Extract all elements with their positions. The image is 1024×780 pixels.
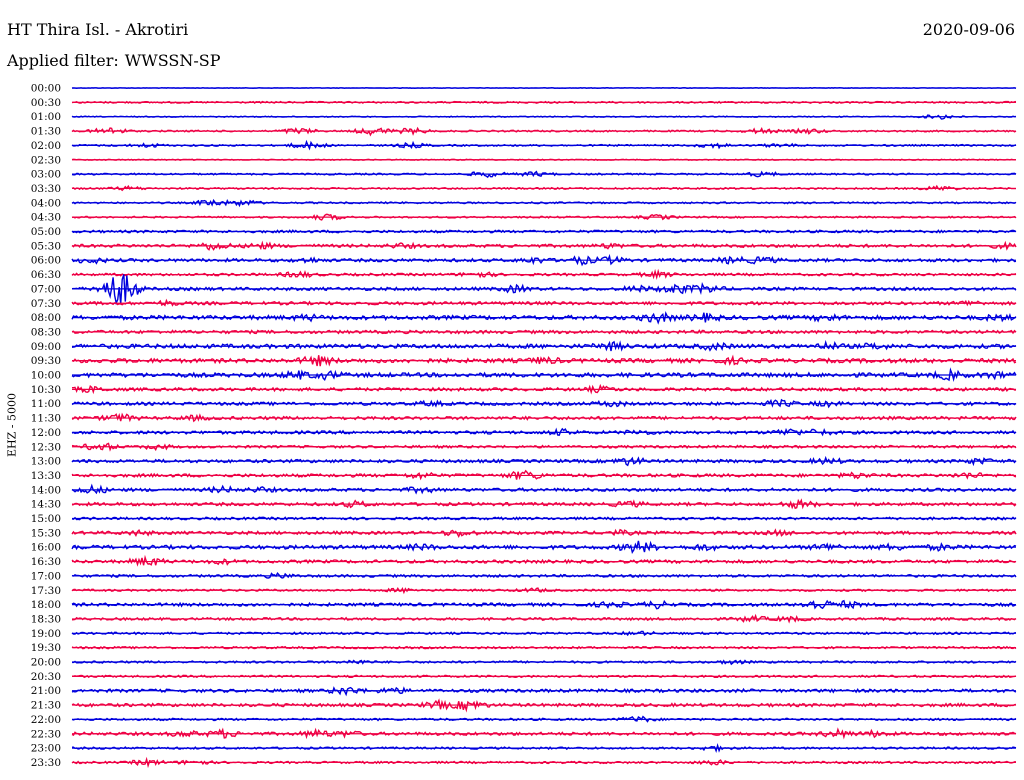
trace-time-label: 02:30 [31, 154, 61, 166]
trace-time-label: 05:30 [31, 240, 61, 252]
filter-value: WWSSN-SP [124, 51, 221, 70]
trace-time-label: 22:00 [31, 714, 61, 726]
filter-label: Applied filter: [7, 51, 119, 70]
seismic-trace [71, 586, 1017, 595]
trace-time-label: 23:30 [31, 757, 61, 769]
trace-time-label: 14:00 [31, 484, 61, 496]
trace-time-label: 00:00 [31, 83, 61, 95]
trace-time-label: 21:30 [31, 700, 61, 712]
trace-time-label: 14:30 [31, 499, 61, 511]
trace-time-label: 12:30 [31, 441, 61, 453]
trace-time-label: 10:00 [31, 370, 61, 382]
trace-time-label: 02:00 [31, 140, 61, 152]
trace-time-label: 18:00 [31, 599, 61, 611]
trace-time-label: 01:30 [31, 126, 61, 138]
trace-time-label: 23:00 [31, 743, 61, 755]
trace-time-label: 15:00 [31, 513, 61, 525]
filter-line: Applied filter: WWSSN-SP [7, 51, 220, 70]
trace-time-label: 17:00 [31, 570, 61, 582]
trace-time-label: 07:00 [31, 283, 61, 295]
station-title: HT Thira Isl. - Akrotiri [7, 20, 189, 39]
trace-time-label: 20:30 [31, 671, 61, 683]
trace-time-label: 03:00 [31, 169, 61, 181]
trace-time-label: 19:30 [31, 642, 61, 654]
trace-time-label: 22:30 [31, 728, 61, 740]
trace-time-label: 15:30 [31, 527, 61, 539]
trace-time-label: 10:30 [31, 384, 61, 396]
seismic-trace [71, 540, 1017, 554]
trace-time-label: 09:30 [31, 355, 61, 367]
record-date: 2020-09-06 [922, 20, 1015, 39]
trace-time-label: 06:30 [31, 269, 61, 281]
trace-time-label: 18:30 [31, 613, 61, 625]
trace-time-label: 07:30 [31, 298, 61, 310]
trace-time-label: 08:30 [31, 326, 61, 338]
trace-time-label: 08:00 [31, 312, 61, 324]
trace-time-label: 05:00 [31, 226, 61, 238]
trace-time-label: 12:00 [31, 427, 61, 439]
trace-time-label: 19:00 [31, 628, 61, 640]
seismic-trace [71, 469, 1017, 481]
trace-time-label: 16:30 [31, 556, 61, 568]
trace-time-label: 01:00 [31, 111, 61, 123]
trace-time-label: 11:00 [31, 398, 61, 410]
trace-time-label: 20:00 [31, 657, 61, 669]
trace-time-label: 04:00 [31, 197, 61, 209]
trace-time-label: 11:30 [31, 413, 61, 425]
trace-time-label: 21:00 [31, 685, 61, 697]
trace-time-label: 09:00 [31, 341, 61, 353]
trace-time-label: 13:30 [31, 470, 61, 482]
trace-time-label: 03:30 [31, 183, 61, 195]
trace-time-label: 00:30 [31, 97, 61, 109]
trace-time-label: 13:00 [31, 456, 61, 468]
trace-time-label: 04:30 [31, 212, 61, 224]
trace-time-label: 16:00 [31, 542, 61, 554]
trace-time-label: 06:00 [31, 255, 61, 267]
trace-time-label: 17:30 [31, 585, 61, 597]
